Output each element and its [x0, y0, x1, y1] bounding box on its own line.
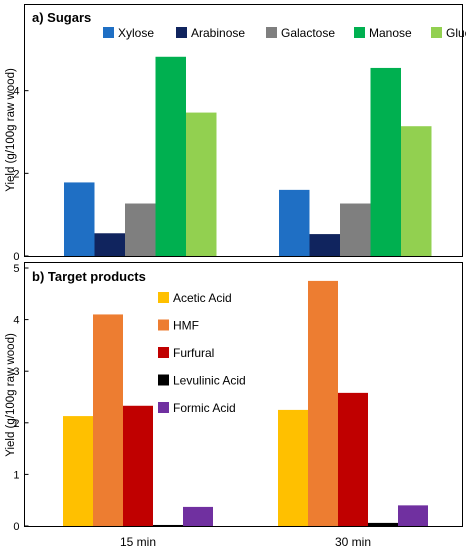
bar-acetic-acid-30-min [278, 409, 308, 526]
bar-formic-acid-30-min [398, 505, 428, 526]
bar-manose-30-min [370, 67, 401, 256]
legend-label-furfural: Furfural [173, 346, 214, 360]
bar-glucose-15-min [186, 112, 217, 256]
panel-title: a) Sugars [32, 10, 91, 25]
legend-swatch-formic-acid [158, 402, 169, 413]
legend-label-formic-acid: Formic Acid [173, 401, 236, 415]
legend-swatch-glucose [431, 27, 442, 38]
y-tick-label: 3 [13, 366, 19, 378]
plot-frame [24, 4, 463, 257]
legend-label-acetic-acid: Acetic Acid [173, 291, 232, 305]
y-axis-label: Yield (g/100g raw wood) [5, 68, 17, 192]
legend-label-arabinose: Arabinose [191, 26, 245, 40]
y-tick-label: 2 [13, 168, 19, 180]
panel-title: b) Target products [32, 269, 146, 284]
legend-label-glucose: Glucose [446, 26, 466, 40]
bar-arabinose-30-min [309, 234, 340, 256]
legend-swatch-hmf [158, 319, 169, 331]
bar-levulinic-acid-30-min [368, 522, 398, 526]
legend-swatch-furfural [158, 347, 169, 358]
y-tick-label: 0 [13, 251, 19, 263]
legend-swatch-acetic-acid [158, 292, 169, 303]
bar-levulinic-acid-15-min [153, 524, 183, 526]
bar-acetic-acid-15-min [63, 416, 93, 526]
y-tick-label: 4 [13, 86, 19, 98]
y-tick-label: 1 [13, 469, 19, 481]
legend-label-xylose: Xylose [118, 26, 154, 40]
panel-target-products: 0 1 2 3 4 5 Yield (g/100g raw wood) b) Target p… [5, 262, 463, 549]
legend-swatch-arabinose [176, 27, 187, 38]
legend-label-manose: Manose [369, 26, 412, 40]
legend: Acetic Acid HMF Furfural Levulinic Acid Form… [158, 291, 246, 415]
bar-glucose-30-min [401, 126, 432, 256]
legend-label-hmf: HMF [173, 319, 199, 333]
bar-xylose-15-min [64, 182, 95, 256]
bar-manose-15-min [155, 56, 186, 257]
bar-xylose-30-min [279, 189, 310, 256]
y-tick-label: 5 [13, 263, 19, 275]
legend-swatch-levulinic-acid [158, 374, 169, 386]
y-axis-label: Yield (g/100g raw wood) [5, 333, 17, 457]
bar-arabinose-15-min [94, 233, 125, 256]
plot-frame [24, 262, 463, 527]
y-tick-label: 4 [13, 315, 19, 327]
legend-swatch-xylose [103, 27, 114, 38]
y-tick-label: 2 [13, 418, 19, 430]
legend: Xylose Arabinose Galactose Manose Glucose [103, 26, 466, 40]
legend-swatch-galactose [266, 27, 277, 38]
x-category-label: 30 min [335, 535, 371, 549]
legend-label-galactose: Galactose [281, 26, 335, 40]
bar-furfural-15-min [123, 405, 153, 526]
bar-hmf-30-min [308, 280, 338, 526]
y-tick-label: 0 [13, 521, 19, 533]
legend-label-levulinic-acid: Levulinic Acid [173, 374, 246, 388]
bar-formic-acid-15-min [183, 506, 213, 526]
bar-hmf-15-min [93, 314, 123, 526]
bar-galactose-30-min [340, 203, 371, 256]
legend-swatch-manose [354, 27, 365, 38]
bar-furfural-30-min [338, 392, 368, 526]
x-category-label: 15 min [120, 535, 156, 549]
bar-galactose-15-min [125, 203, 156, 256]
